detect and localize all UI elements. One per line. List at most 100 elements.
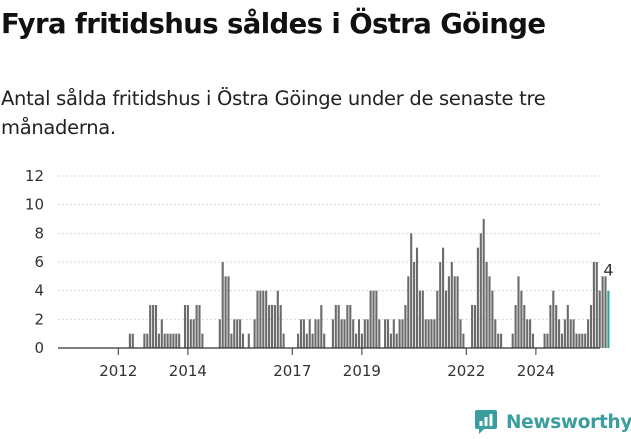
y-tick-label: 0 (34, 339, 44, 357)
bar (572, 319, 575, 348)
last-bar-label: 4 (603, 261, 613, 280)
bar (517, 276, 520, 348)
bar (366, 319, 369, 348)
bar (392, 319, 395, 348)
bar (128, 333, 131, 348)
bar (386, 319, 390, 348)
bar (363, 319, 366, 348)
brand-logo: Newsworthy (474, 406, 631, 438)
bar (183, 305, 187, 348)
bar (282, 333, 285, 348)
bar (175, 333, 178, 348)
bar (384, 319, 387, 348)
bar (566, 305, 569, 348)
bar (352, 319, 355, 348)
bar (444, 290, 448, 348)
bar (163, 333, 166, 348)
y-tick-label: 8 (34, 224, 44, 242)
bar (514, 305, 517, 348)
bar (407, 276, 410, 348)
y-tick-label: 6 (34, 253, 44, 271)
bar (494, 319, 497, 348)
bar (473, 305, 477, 348)
bar (276, 290, 279, 348)
bar (439, 262, 442, 348)
bar (401, 319, 404, 348)
bar (149, 305, 152, 348)
bar (523, 305, 526, 348)
bar (511, 333, 514, 348)
bar (569, 319, 572, 348)
bar (166, 333, 169, 348)
bar (584, 333, 587, 348)
bar (372, 290, 375, 348)
bar (239, 319, 242, 348)
y-tick-label: 12 (25, 167, 44, 185)
bar (131, 333, 134, 348)
bar (302, 319, 305, 348)
bar (230, 333, 233, 348)
bar (297, 333, 300, 348)
x-tick-label: 2017 (273, 362, 311, 380)
x-tick-label: 2014 (169, 362, 207, 380)
bar (555, 305, 558, 348)
bar (349, 305, 352, 348)
bar-chart: 4 0 2 4 6 8 10 12 2012 2014 2017 2019 2022 2024 (25, 167, 614, 380)
bar (604, 276, 607, 348)
bar (192, 319, 195, 348)
bar (526, 319, 529, 348)
bar (337, 305, 340, 348)
bar (317, 319, 320, 348)
bar (262, 290, 265, 348)
bar (491, 290, 494, 348)
bar (488, 276, 491, 348)
x-tick-label: 2012 (99, 362, 137, 380)
bar (430, 319, 433, 348)
bar (592, 262, 595, 348)
bar (218, 319, 221, 348)
bar (236, 319, 239, 348)
bar (233, 319, 236, 348)
bar (346, 305, 349, 348)
y-tick-label: 10 (25, 196, 44, 214)
bar (459, 319, 462, 348)
bar (578, 333, 581, 348)
bar (479, 233, 482, 348)
bar (442, 247, 445, 348)
bar (323, 333, 326, 348)
bar (471, 305, 474, 348)
bar (398, 319, 401, 348)
bar (340, 319, 343, 348)
bar (546, 333, 549, 348)
bar (563, 319, 566, 348)
bar (520, 290, 523, 348)
chart-bars: 4 (128, 219, 614, 348)
chart-subtitle: Antal sålda fritidshus i Östra Göinge un… (1, 87, 546, 139)
bar (575, 333, 578, 348)
bar (201, 333, 204, 348)
bar (456, 276, 459, 348)
bar (433, 319, 436, 348)
bar (543, 333, 546, 348)
y-tick-label: 4 (34, 282, 44, 300)
bar (529, 319, 532, 348)
bar (601, 276, 604, 348)
bar (253, 319, 256, 348)
brand-name: Newsworthy (506, 411, 631, 433)
bar (421, 290, 424, 348)
bar (357, 319, 361, 348)
chart-axes: 0 2 4 6 8 10 12 2012 2014 2017 2019 2022 2024 (25, 167, 600, 380)
bar (268, 305, 271, 348)
bar (415, 247, 419, 348)
bar (389, 333, 392, 348)
bar (195, 305, 198, 348)
bar (157, 333, 160, 348)
bar (369, 290, 372, 348)
bar (589, 305, 593, 348)
bar (497, 333, 500, 348)
bar (482, 219, 485, 348)
bar (598, 290, 601, 348)
bar (462, 333, 465, 348)
bar (404, 305, 407, 348)
bar (259, 290, 262, 348)
